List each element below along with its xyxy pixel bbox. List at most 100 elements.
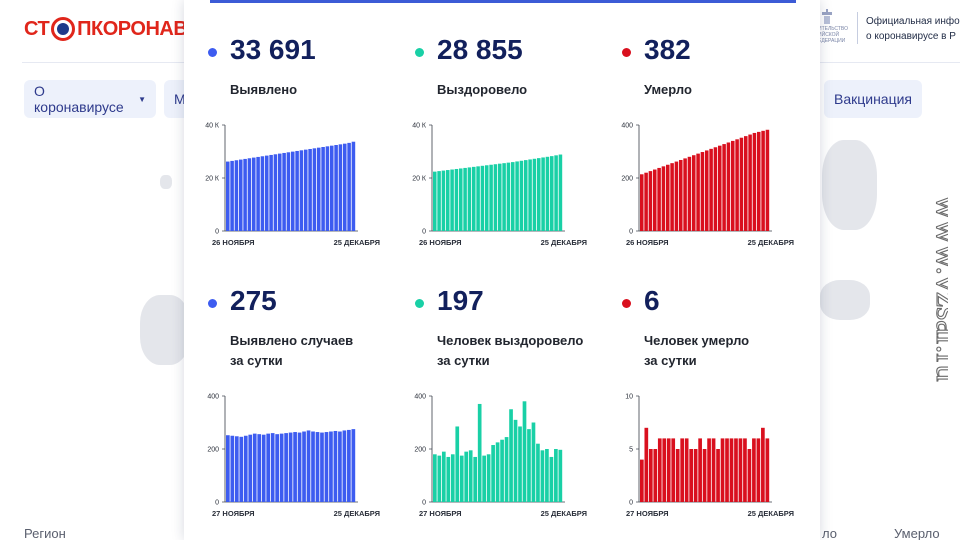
chart-bar — [666, 438, 671, 502]
chart-bar — [747, 449, 752, 502]
chart-bar — [330, 145, 334, 231]
y-tick-label: 20 К — [205, 176, 220, 183]
chart-bar — [752, 132, 757, 231]
chart-bar — [519, 160, 524, 231]
chart-bar — [495, 442, 500, 502]
statistics-panel: 33 691 Выявлено 28 855 Выздоровело 382 У… — [184, 0, 820, 540]
chart-bar — [455, 426, 460, 502]
stat-label: Человек выздоровело за сутки — [437, 333, 584, 368]
x-start-label: 26 НОЯБРЯ — [419, 238, 462, 247]
stat-value: 28 855 — [437, 34, 523, 65]
chart-bar — [537, 158, 541, 231]
chart-bar — [726, 142, 731, 231]
chart-bar — [270, 433, 275, 502]
x-end-label: 25 ДЕКАБРЯ — [541, 509, 587, 518]
chart-bar — [761, 427, 765, 502]
chart-bar — [765, 438, 770, 502]
chart-bar — [454, 168, 459, 231]
chart-bar — [312, 148, 317, 231]
column-label-partial: ло — [822, 526, 837, 540]
chart-bar — [288, 432, 293, 502]
stopcoronavirus-logo[interactable]: СТ ПКОРОНАВИ — [24, 17, 202, 41]
chart-bar — [558, 154, 563, 231]
chart-bar — [734, 438, 738, 502]
chart-bar — [476, 166, 480, 231]
chart-bar — [329, 431, 333, 502]
chart-bar — [308, 148, 312, 231]
y-tick-label: 0 — [629, 500, 633, 507]
stat-label: Человек умерло за сутки — [644, 333, 750, 368]
green-dot-icon — [415, 299, 424, 308]
chart-bar — [489, 164, 493, 231]
map-region — [160, 175, 172, 189]
chart-bar — [711, 438, 716, 502]
chart-bar — [679, 159, 683, 231]
chart-bar — [468, 450, 473, 502]
chart-bar — [756, 438, 761, 502]
chart-bar — [739, 137, 744, 231]
chart-bar — [243, 435, 248, 502]
chart-bar — [260, 156, 265, 231]
nav-vaccination[interactable]: Вакцинация — [824, 80, 922, 118]
government-caption: ИТЕЛЬСТВО ИЙСКОЙ ЕДЕРАЦИИ — [818, 26, 848, 44]
chart-bar — [248, 434, 253, 502]
chart-bar — [230, 435, 235, 502]
chart-bar — [675, 449, 680, 502]
chart-bar — [291, 151, 295, 231]
vzsar-watermark: www.vzsar.ru — [928, 195, 948, 382]
chart-bar — [541, 157, 545, 231]
chart-bar — [662, 438, 667, 502]
blue-dot-icon — [208, 299, 217, 308]
chart-bar — [666, 164, 670, 231]
chart-bar — [433, 454, 437, 502]
y-tick-label: 40 К — [412, 123, 427, 130]
chart-bar — [304, 149, 308, 231]
chart-bar — [744, 136, 748, 231]
chart-bar — [297, 432, 302, 502]
chart-bar — [504, 437, 509, 502]
chart-died-total: 0 200 400 26 НОЯБРЯ 25 ДЕКАБРЯ — [621, 123, 794, 248]
chart-bar — [493, 164, 498, 231]
y-tick-label: 10 — [625, 394, 633, 401]
chart-bar — [536, 443, 540, 502]
chart-bar — [511, 162, 515, 231]
chart-bar — [716, 449, 720, 502]
chart-bar — [463, 167, 467, 231]
chart-bar — [554, 449, 558, 502]
official-info-title[interactable]: Официальная инфо о коронавирусе в Р — [866, 16, 960, 42]
chart-bar — [302, 431, 306, 502]
chart-bar — [343, 143, 347, 231]
chart-bar — [648, 171, 653, 231]
chart-bar — [498, 163, 502, 231]
x-end-label: 25 ДЕКАБРЯ — [748, 509, 794, 518]
chart-bar — [338, 431, 342, 502]
x-end-label: 25 ДЕКАБРЯ — [334, 238, 380, 247]
chart-bar — [640, 174, 644, 231]
chart-bar — [518, 426, 522, 502]
stat-value: 33 691 — [230, 34, 316, 65]
chart-bar — [342, 430, 347, 502]
chevron-down-icon: ▼ — [138, 94, 146, 104]
chart-bar — [284, 433, 288, 502]
chart-bar — [524, 160, 528, 231]
stat-value: 6 — [644, 285, 660, 316]
chart-bar — [275, 434, 279, 502]
chart-bar — [674, 161, 679, 231]
chart-bar — [226, 435, 230, 502]
chart-bar — [279, 433, 284, 502]
chart-bar — [707, 438, 711, 502]
chart-bar — [531, 422, 536, 502]
x-end-label: 25 ДЕКАБРЯ — [334, 509, 380, 518]
chart-bar — [558, 449, 563, 502]
x-start-label: 27 НОЯБРЯ — [419, 509, 462, 518]
chart-bar — [320, 432, 324, 502]
chart-bar — [256, 156, 260, 231]
died-column-label: Умерло — [894, 526, 940, 540]
nav-about-coronavirus[interactable]: О коронавирусе ▼ — [24, 80, 156, 118]
chart-bar — [282, 152, 286, 231]
chart-bar — [522, 401, 527, 502]
chart-bar — [437, 455, 442, 502]
chart-bar — [347, 429, 351, 502]
chart-bar — [234, 160, 239, 231]
chart-bar — [743, 438, 747, 502]
